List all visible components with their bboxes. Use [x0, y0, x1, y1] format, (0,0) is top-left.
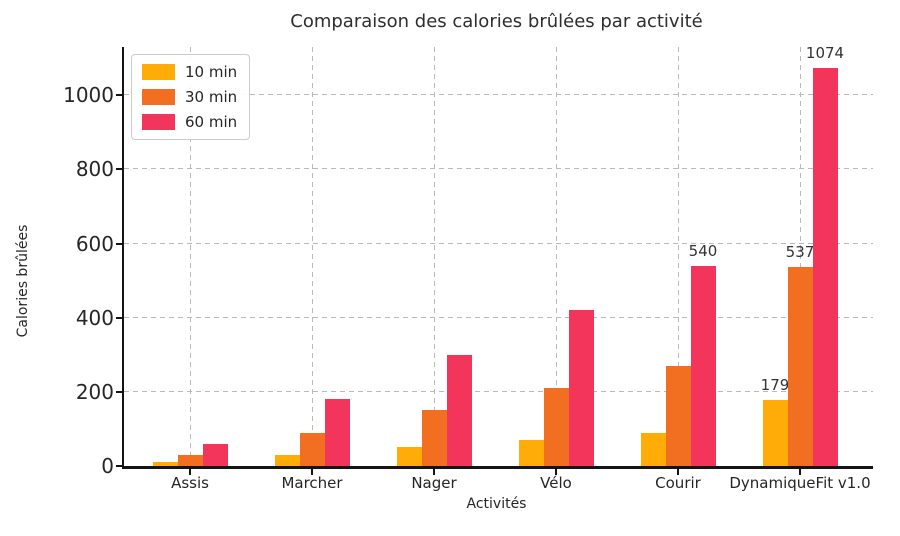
legend-item-10min: 10 min: [142, 63, 237, 81]
x-tickmark-1: [311, 469, 313, 475]
x-gridline-3: [556, 47, 557, 466]
x-tick-label-0: Assis: [171, 474, 209, 492]
x-tick-label-3: Vélo: [540, 474, 572, 492]
x-tick-label-1: Marcher: [281, 474, 343, 492]
bar-value-label-179: 179: [760, 375, 790, 394]
x-gridline-5: [800, 47, 801, 466]
x-tick-label-5: DynamiqueFit v1.0: [729, 474, 871, 492]
bar-marcher-10min: [274, 454, 300, 466]
bar-value-label-540: 540: [688, 241, 718, 260]
bar-marcher-60min: [324, 399, 350, 466]
y-gridline-200: [124, 390, 873, 392]
legend-item-60min: 60 min: [142, 113, 237, 131]
bar-v-lo-60min: [568, 310, 594, 466]
legend-label: 60 min: [185, 113, 238, 131]
bar-value-label-537: 537: [785, 242, 815, 261]
bar-courir-30min: [665, 365, 691, 466]
bar-assis-60min: [202, 443, 228, 466]
y-tickmark-200: [116, 390, 124, 393]
y-tickmark-0: [116, 465, 124, 467]
y-gridline-400: [124, 316, 873, 318]
bar-courir-10min: [640, 432, 666, 466]
x-tick-label-4: Courir: [655, 474, 701, 492]
y-tick-label-600: 600: [75, 231, 114, 256]
x-gridline-2: [434, 47, 435, 466]
bar-dynamiquefit-v1-0-10min: [762, 399, 788, 466]
y-axis-label: Calories brûlées: [15, 224, 31, 338]
bar-nager-60min: [446, 354, 472, 466]
x-tickmark-0: [189, 469, 191, 475]
y-gridline-800: [124, 168, 873, 170]
bar-nager-10min: [396, 447, 422, 466]
y-tick-label-400: 400: [75, 305, 114, 330]
y-tick-label-1000: 1000: [63, 83, 114, 108]
x-axis-label: Activités: [466, 496, 527, 512]
plot-area: 10 min 30 min 60 min 0 200 400 600 800 1000 Assi…: [63, 43, 873, 492]
x-tickmark-4: [677, 469, 679, 475]
y-tick-label-200: 200: [75, 379, 114, 404]
y-tick-label-0: 0: [101, 454, 114, 478]
x-tickmark-3: [555, 469, 557, 475]
bar-assis-10min: [152, 462, 178, 466]
bar-v-lo-30min: [543, 388, 569, 466]
bar-nager-30min: [421, 410, 447, 466]
chart-legend: 10 min 30 min 60 min: [131, 54, 251, 140]
x-tick-label-2: Nager: [411, 474, 457, 492]
y-tickmark-400: [116, 316, 124, 319]
legend-swatch-icon: [142, 89, 175, 105]
x-gridline-0: [190, 47, 191, 466]
bar-assis-30min: [177, 454, 203, 466]
y-gridline-600: [124, 242, 873, 244]
bar-value-label-1074: 1074: [805, 43, 845, 62]
y-tickmark-800: [116, 168, 124, 171]
bar-dynamiquefit-v1-0-60min: [812, 67, 838, 466]
y-tickmark-600: [116, 242, 124, 245]
y-tickmark-1000: [116, 94, 124, 97]
legend-swatch-icon: [142, 64, 175, 80]
bar-dynamiquefit-v1-0-30min: [787, 266, 813, 466]
bar-courir-60min: [690, 265, 716, 466]
x-tickmark-2: [433, 469, 435, 475]
x-tickmark-5: [799, 469, 801, 475]
bar-v-lo-10min: [518, 440, 544, 466]
chart-title: Comparaison des calories brûlées par act…: [290, 11, 703, 32]
x-gridline-4: [678, 47, 679, 466]
x-gridline-1: [312, 47, 313, 466]
y-gridline-1000: [124, 94, 873, 96]
legend-item-30min: 30 min: [142, 88, 237, 106]
y-tick-label-800: 800: [75, 157, 114, 182]
legend-label: 30 min: [185, 88, 238, 106]
legend-label: 10 min: [185, 63, 238, 81]
legend-swatch-icon: [142, 114, 175, 130]
bar-marcher-30min: [299, 432, 325, 466]
